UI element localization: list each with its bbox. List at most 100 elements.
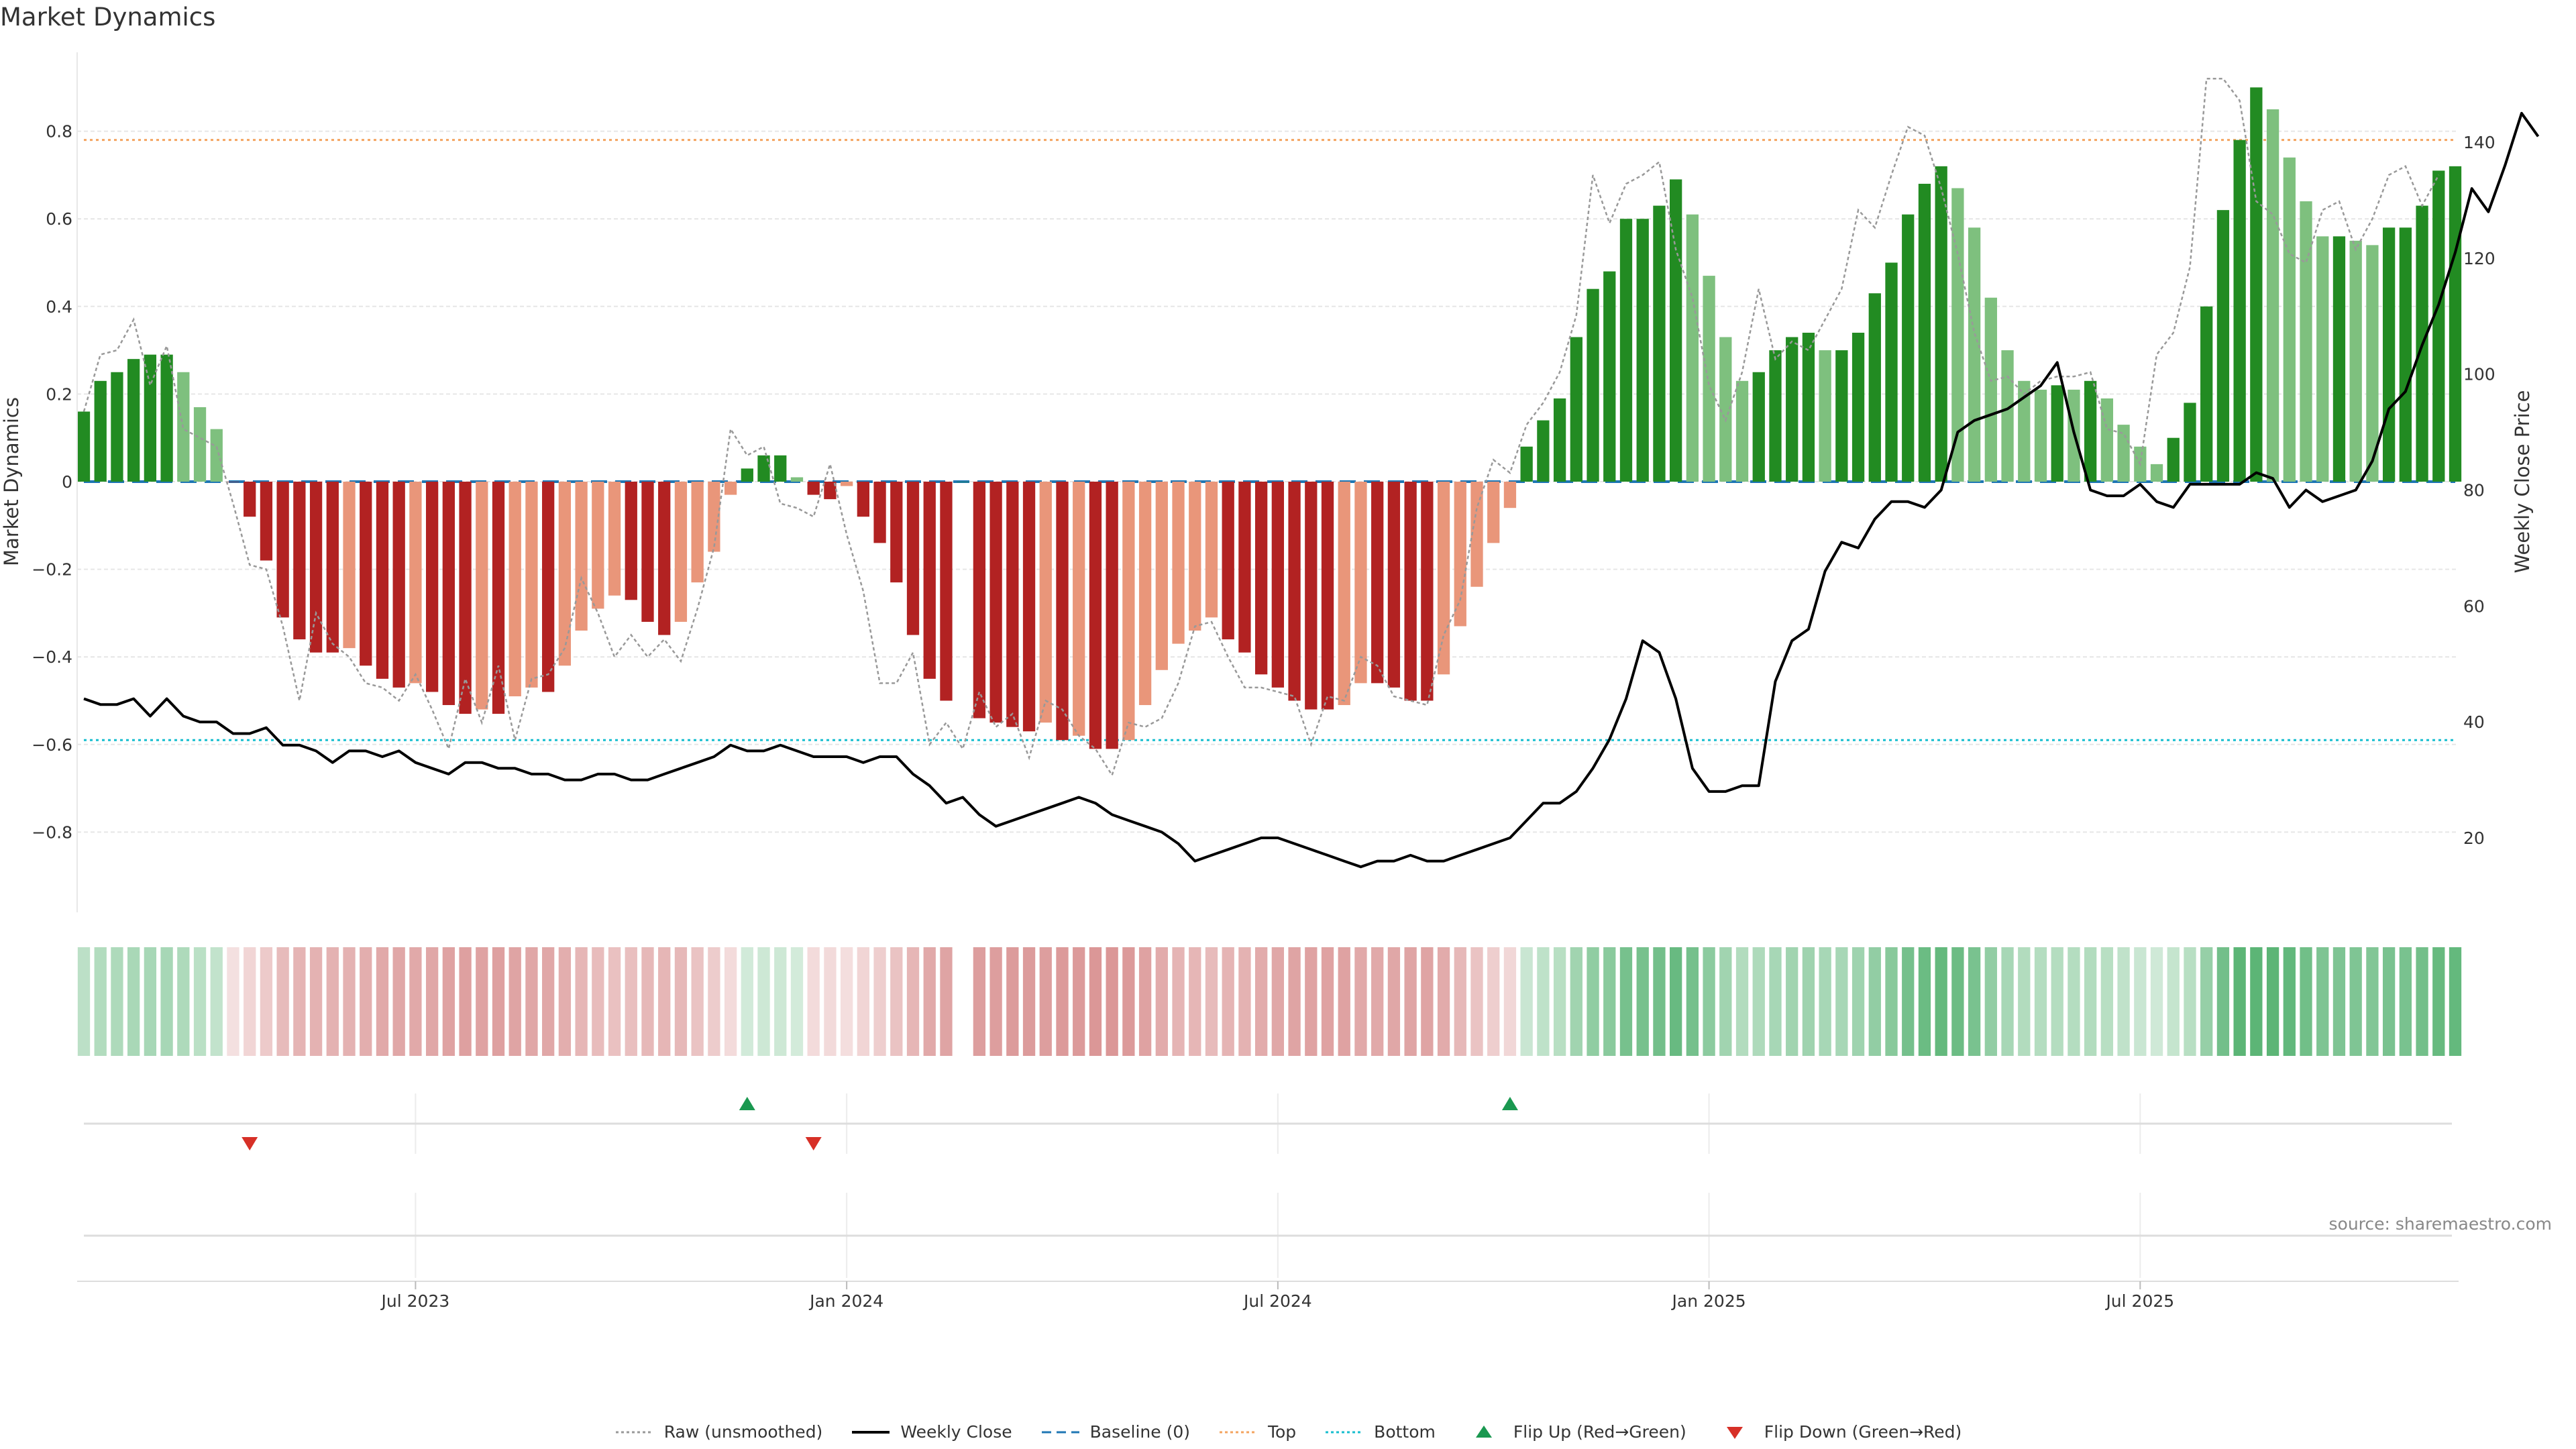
legend-swatch-bottom (1326, 1431, 1364, 1433)
regime-cell (1537, 947, 1550, 1056)
regime-cell (476, 947, 488, 1056)
dynamics-bar (2266, 109, 2279, 482)
weekly-close-line (83, 111, 2540, 869)
dynamics-bar (1885, 262, 1898, 482)
legend-swatch-flip_down (1726, 1426, 1743, 1439)
dynamics-bar (1222, 482, 1234, 640)
regime-cell (1686, 947, 1699, 1056)
regime-cell (592, 947, 604, 1056)
legend-swatch-close (852, 1430, 890, 1434)
regime-cell (309, 947, 323, 1056)
dynamics-bar (77, 411, 91, 482)
dynamics-bar (1305, 482, 1318, 710)
dynamics-bar (1984, 297, 1997, 482)
dynamics-bar (2283, 157, 2296, 482)
legend-swatch-baseline (1041, 1431, 1079, 1433)
x-tick-label: Jan 2024 (808, 1291, 883, 1311)
y-tick-label: 0.6 (46, 209, 72, 229)
dynamics-bar (1487, 482, 1500, 543)
regime-cell (1570, 947, 1582, 1056)
series-lines (83, 77, 2540, 869)
dynamics-bar (2366, 245, 2379, 482)
dynamics-bar (492, 482, 505, 714)
regime-cell (906, 947, 920, 1056)
legend-label: Flip Up (Red→Green) (1513, 1422, 1686, 1442)
y-right-tick-label: 80 (2463, 481, 2485, 500)
dynamics-bar (873, 482, 886, 543)
dynamics-bar (94, 380, 107, 482)
dynamics-bar (1636, 219, 1649, 482)
dynamics-bar (1271, 482, 1285, 688)
dynamics-bar (973, 482, 986, 718)
dynamics-bar (1254, 482, 1268, 675)
dynamics-bar (1868, 293, 1881, 482)
dynamics-bar (741, 468, 753, 482)
dynamics-bar (2432, 170, 2445, 482)
regime-cell (2084, 947, 2097, 1056)
regime-cell (2134, 947, 2147, 1056)
regime-cell (1205, 947, 1218, 1056)
legend-label: Top (1267, 1422, 1297, 1442)
dynamics-bar (757, 455, 770, 482)
dynamics-bar (1670, 179, 1682, 482)
dynamics-bar (1918, 183, 1931, 482)
dynamics-bar (326, 482, 339, 653)
dynamics-bar (824, 482, 837, 500)
dynamics-bar (293, 482, 306, 640)
regime-cell (1056, 947, 1069, 1056)
regime-cell (1454, 947, 1466, 1056)
dynamics-bar (127, 359, 140, 482)
dynamics-bar (2150, 464, 2163, 482)
dynamics-bar (1321, 482, 1334, 710)
regime-cell (376, 947, 389, 1056)
regime-cell (2001, 947, 2014, 1056)
dynamics-bar (1421, 482, 1434, 701)
regime-cell (708, 947, 720, 1056)
regime-cell (873, 947, 886, 1056)
regime-cell (492, 947, 505, 1056)
dynamics-bar (2233, 140, 2246, 482)
regime-cell (973, 947, 986, 1056)
regime-cell (111, 947, 123, 1056)
dynamics-bar (1138, 482, 1152, 706)
dynamics-bar (1189, 482, 1201, 631)
regime-cell (1138, 947, 1152, 1056)
dynamics-bar (691, 482, 704, 583)
regime-cell (1802, 947, 1815, 1056)
dynamics-bar (1089, 482, 1102, 749)
regime-cell (2167, 947, 2180, 1056)
regime-cell (1786, 947, 1799, 1056)
regime-cell (1371, 947, 1384, 1056)
regime-cell (1636, 947, 1649, 1056)
regime-cell (1503, 947, 1517, 1056)
dynamics-bar (1752, 372, 1765, 482)
y-right-tick-label: 120 (2463, 249, 2496, 268)
y-right-tick-label: 60 (2463, 596, 2485, 616)
regime-cell (227, 947, 239, 1056)
regime-cell (360, 947, 372, 1056)
y-tick-label: 0.2 (46, 384, 72, 404)
flip-up-marker (1501, 1097, 1518, 1110)
dynamics-bar (1106, 482, 1118, 749)
regime-cell (1968, 947, 1981, 1056)
regime-cell (1387, 947, 1401, 1056)
dynamics-bar (1851, 332, 1865, 482)
dynamics-bar (2018, 380, 2031, 482)
dynamics-bar (144, 354, 157, 482)
regime-cell (1984, 947, 1997, 1056)
dynamics-bar (1719, 337, 1732, 482)
regime-cell (542, 947, 555, 1056)
regime-cell (1122, 947, 1135, 1056)
dynamics-bar (2184, 402, 2196, 482)
regime-cell (94, 947, 107, 1056)
regime-cell (1868, 947, 1881, 1056)
regime-cell (857, 947, 869, 1056)
regime-cell (2316, 947, 2329, 1056)
regime-cell (2117, 947, 2130, 1056)
dynamics-bar (2332, 236, 2346, 482)
dynamics-bar (244, 482, 256, 517)
dynamics-bar (890, 482, 903, 583)
dynamics-bar (2001, 350, 2014, 482)
legend-triangle-down-icon (1726, 1426, 1743, 1439)
